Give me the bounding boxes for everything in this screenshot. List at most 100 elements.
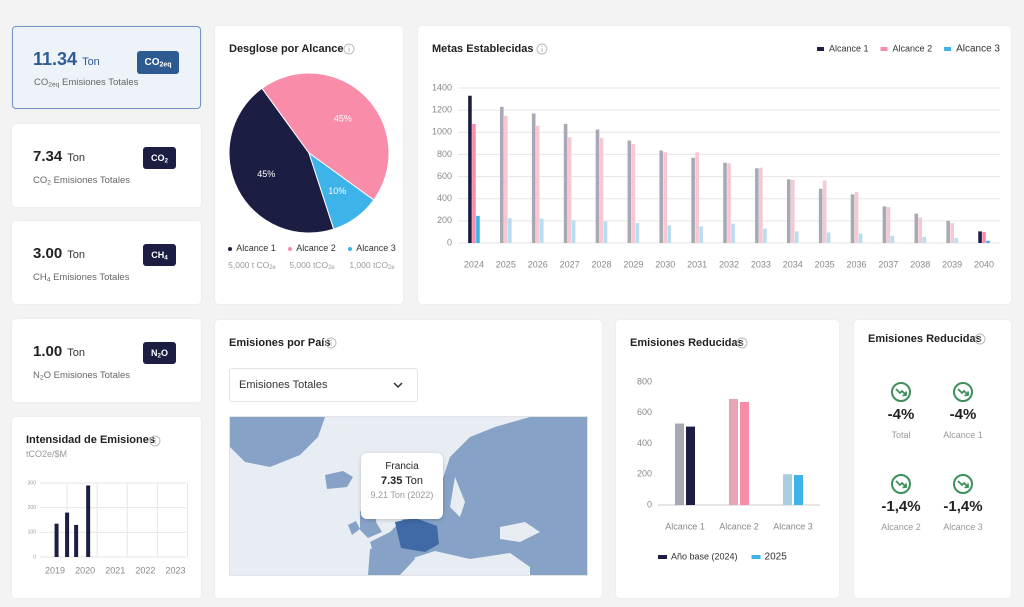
legend-sublabel: 5,000 tCO2e [281,260,343,271]
info-circle [325,337,337,349]
legend-label: 2025 [765,552,788,563]
legend-sublabel: 5,000 t CO2e [221,260,283,271]
trend-icon [891,382,911,402]
kpi-label: CO2eq Emisiones Totales [34,77,138,88]
x-tick-label: 2028 [591,259,611,269]
legend-label: Alcance 2 [296,243,336,253]
x-tick-label: 2038 [910,259,930,269]
y-tick-label: 0 [647,499,652,509]
bar [571,220,576,243]
x-tick-label: 2040 [974,259,994,269]
kpi-value-row: 1.00 Ton [33,343,85,361]
bar [535,125,540,243]
text-part: 2 [157,352,161,360]
x-tick-label: 2021 [105,565,125,575]
bar [790,179,795,243]
x-tick-label: Alcance 3 [773,521,813,531]
icon-ring [891,474,911,494]
x-tick-label: 2022 [135,565,155,575]
card-title: Emisiones por País [229,337,331,349]
slice-label: 45% [257,169,275,179]
text-part: 2 [47,179,51,187]
bar [858,233,863,243]
pie-card: Desglose por Alcance 45% 45% 10% Alcance 1 5… [215,26,403,304]
text-part: Emisiones Totales [59,77,139,88]
tooltip-value: 7.35 [380,475,403,487]
x-tick-label: 2039 [942,259,962,269]
x-tick-label: 2025 [496,259,516,269]
bar [783,474,792,505]
bar [86,485,91,557]
text-part: 2 [39,374,44,382]
bar [818,188,823,243]
bar [723,162,727,243]
x-tick-label: 2030 [655,259,675,269]
info-dot [154,437,156,439]
kpi-value-row: 7.34 Ton [33,148,85,166]
bar [986,240,990,243]
text-part: CO [150,153,165,163]
icon-head [964,391,969,397]
stat-label: Alcance 2 [881,522,921,532]
kpi-value: 11.34 [33,49,78,69]
pie-slice [308,151,375,230]
bar [826,232,831,243]
bar [595,129,600,243]
kpi-badge: N2O [143,342,176,364]
bar [854,192,859,243]
info-dot [979,335,981,337]
text-part: 5,000 tCO [289,260,329,270]
kpi-label: CH4 Emisiones Totales [33,272,129,283]
bar [914,213,919,243]
y-tick-label: 800 [437,149,452,159]
x-tick-label: 2019 [45,565,65,575]
text-part: 2e [388,265,395,272]
bar [500,106,504,243]
legend-swatch [817,47,825,51]
slice-label: 45% [334,113,352,123]
legend-label: Alcance 1 [829,43,869,53]
intensity-card: Intensidad de Emisiones tCO2e/$M 0 100 200… [12,417,201,598]
icon-head [902,483,907,489]
bar [691,157,695,243]
stat-label: Alcance 1 [943,430,983,440]
text-part: O Emisiones Totales [43,370,130,381]
y-tick-label: 1000 [432,127,452,137]
legend-label: Alcance 3 [356,243,396,253]
text-part: CO [144,57,160,68]
legend-item: Alcance 2 5,000 tCO2e [281,243,343,271]
text-part: N [150,348,158,358]
info-icon [325,337,337,349]
icon-arrow [895,388,907,396]
info-dot [330,339,332,341]
bar [882,206,887,243]
kpi-card: 3.00 Ton CH4 Emisiones Totales CH4 [12,221,201,304]
info-dot [541,45,543,47]
chart-canvas: 0 100 200 300 2019 2020 2021 2022 2023 [28,480,188,575]
info-circle [536,43,548,55]
legend-item: Alcance 3 1,000 tCO2e [341,243,403,272]
dropdown[interactable]: Emisiones Totales [229,368,418,402]
bar [468,95,472,243]
legend-dot [228,246,233,251]
kpi-value: 1.00 [33,343,63,360]
bar [954,238,958,243]
legend-label: Alcance 2 [893,43,933,53]
kpi-label: N2O Emisiones Totales [33,370,130,381]
bar [740,401,749,505]
bar [627,140,632,243]
stat-value: -1,4% [881,498,921,515]
x-tick-label: 2023 [165,565,185,575]
bar [786,179,791,243]
bar [699,226,703,243]
legend-label: Año base (2024) [671,551,738,561]
legend-entry: Alcance 1 [221,243,283,253]
bar [727,163,731,243]
card-subtitle: tCO2e/$M [26,449,68,459]
trend-icon [953,474,973,494]
bar [822,180,827,243]
text-part: O [161,348,169,358]
bar [755,168,759,243]
kpi-value: 3.00 [33,245,63,262]
